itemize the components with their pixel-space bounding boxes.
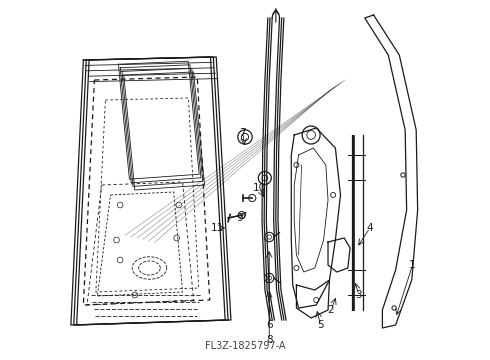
Text: 4: 4	[367, 223, 373, 233]
Text: 8: 8	[266, 335, 272, 345]
Text: 1: 1	[409, 260, 416, 270]
Text: 7: 7	[240, 128, 246, 138]
Text: 10: 10	[253, 183, 266, 193]
Text: 2: 2	[328, 305, 334, 315]
Text: 9: 9	[237, 213, 243, 223]
Text: 11: 11	[211, 223, 224, 233]
Text: 5: 5	[318, 320, 324, 330]
Text: 3: 3	[356, 290, 362, 300]
Text: 6: 6	[266, 320, 272, 330]
Text: FL3Z-1825797-A: FL3Z-1825797-A	[205, 341, 285, 351]
